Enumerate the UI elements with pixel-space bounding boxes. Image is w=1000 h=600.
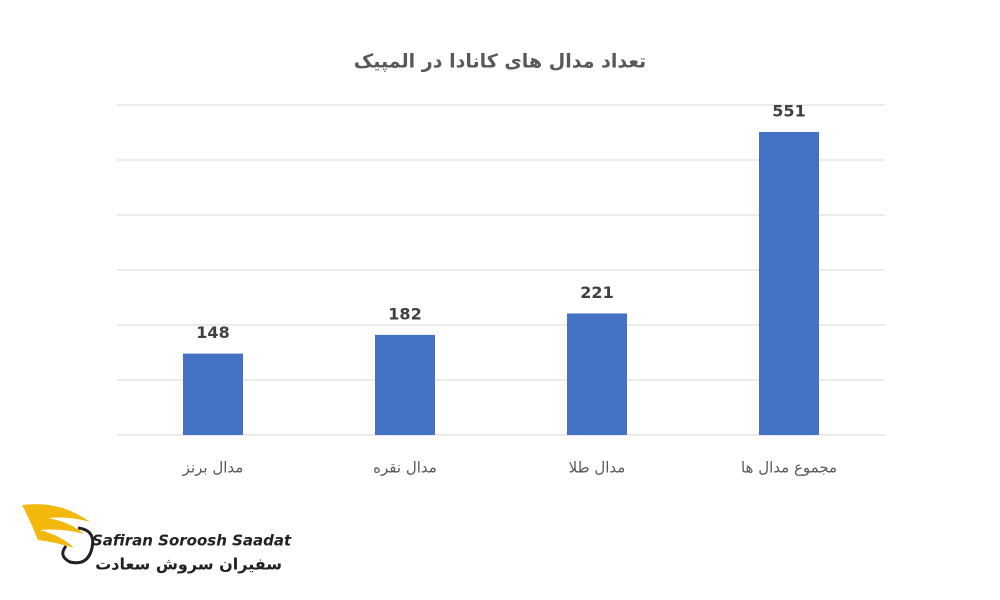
chart-title: تعداد مدال های کانادا در المپیک [354,51,646,73]
x-tick-label: مجموع مدال ها [741,459,837,477]
data-label: 551 [772,101,805,120]
x-tick-label: مدال طلا [569,459,626,477]
data-label: 182 [388,304,421,323]
data-label: 148 [196,323,229,342]
logo: Safiran Soroosh Saadat سفیران سروش سعادت [22,504,292,574]
logo-swirl [61,526,95,565]
data-label: 221 [580,283,613,302]
logo-wing [22,504,90,548]
bar [375,334,435,435]
x-tick-label: مدال برنز [182,459,244,477]
x-tick-label: مدال نقره [373,459,437,477]
bar [567,313,627,435]
logo-name-en: Safiran Soroosh Saadat [92,532,292,550]
bar [759,131,819,435]
bar [183,353,243,435]
logo-name-fa: سفیران سروش سعادت [95,555,282,574]
